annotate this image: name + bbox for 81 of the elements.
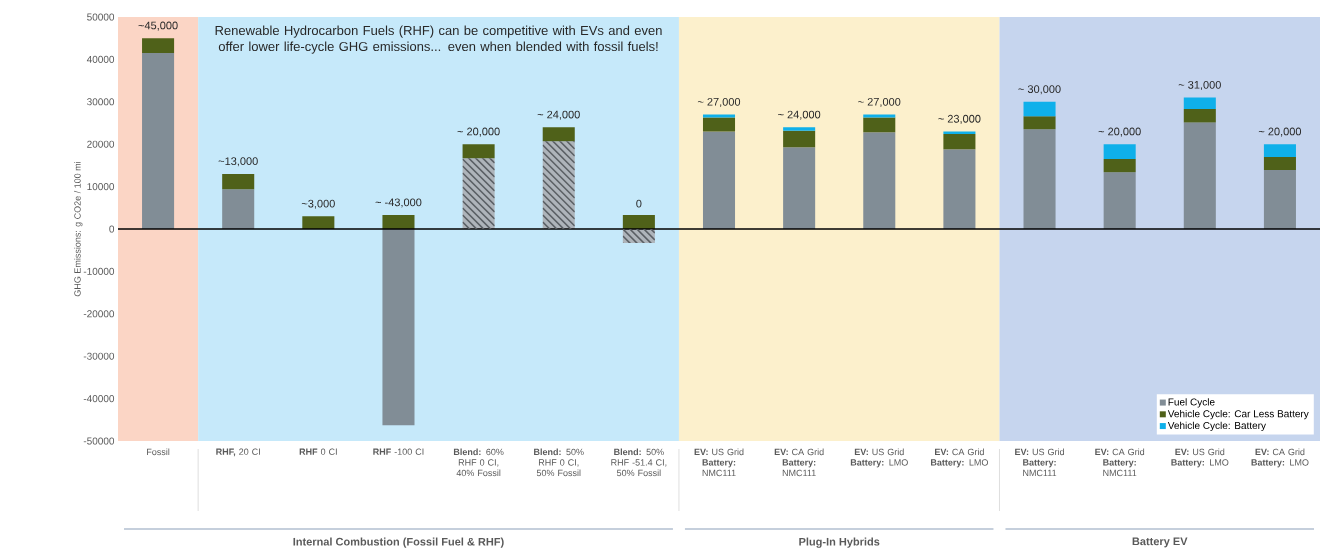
x-tick-label: Fossil [147,448,170,456]
y-tick-label: -30000 [83,352,115,360]
y-tick-label: 40000 [86,55,115,63]
bar [462,144,495,159]
y-tick-label: -50000 [83,437,115,445]
y-tick-label: 30000 [87,98,115,106]
y-axis-title: GHG Emissions: g CO2e / 100 mi [74,161,83,297]
total-label: ~ 24,000 [537,110,580,120]
x-tick-label: Blend: 50% RHF -51.4 CI, 50% Fossil [611,448,667,477]
bar [222,189,255,229]
bar [382,229,415,426]
bar [1263,170,1296,229]
x-tick-label: EV: US Grid Battery: LMO [1171,448,1229,468]
bar [1183,97,1216,110]
x-tick-label: EV: CA Grid Battery: LMO [1251,448,1309,468]
total-label: ~13,000 [218,157,258,167]
total-label: ~ 20,000 [1098,127,1141,137]
bar [943,131,976,135]
y-tick-label: 0 [109,225,115,233]
bar [943,149,976,229]
bar [142,38,175,54]
x-tick-label: RHF -100 CI [373,448,424,455]
total-label: ~ 20,000 [1258,127,1302,137]
bar [783,130,816,148]
bar [142,53,175,229]
bar [863,132,896,229]
bar [542,127,575,142]
bar [622,215,655,229]
x-tick-label: Blend: 50% RHF 0 CI, 50% Fossil [534,448,584,477]
bar [863,117,896,133]
bar [1023,129,1056,229]
annotation: Renewable Hydrocarbon Fuels (RHF) can be competitive with EVs and even offer lower life-cycle GHG emissions... even when blended with fossil fuels! [215,25,662,54]
x-tick-label: Blend: 60% RHF 0 CI, 40% Fossil [453,448,504,477]
bar [783,127,816,131]
total-label: ~3,000 [301,199,335,209]
legend-label: Vehicle Cycle: Car Less Battery [1167,409,1309,420]
bar [222,173,255,190]
y-tick-label: -40000 [83,395,115,403]
y-tick-label: 50000 [87,13,115,21]
bar [1103,159,1136,173]
x-tick-label: EV: CA Grid Battery: NMC111 [1095,448,1145,477]
total-label: ~ -43,000 [375,198,422,208]
text: Plug-In Hybrids [799,537,880,548]
bar [702,131,736,229]
x-tick-label: EV: US Grid Battery: LMO [850,448,908,468]
bar [1183,122,1216,229]
bar [1023,116,1056,130]
legend-label: Vehicle Cycle: Battery [1167,421,1266,432]
x-tick-label: RHF, 20 CI [216,448,260,457]
total-label: ~ 20,000 [457,127,500,137]
x-tick-label: EV: CA Grid Battery: LMO [931,448,988,468]
bar [702,117,736,132]
bar [1263,156,1296,171]
x-tick-label: EV: CA Grid Battery: NMC111 [774,448,824,477]
x-tick-label: EV: US Grid Battery: NMC111 [1015,448,1064,477]
bar [1183,109,1216,123]
total-label: ~ 24,000 [778,110,821,120]
x-tick-label: RHF 0 CI [299,448,337,455]
bar [783,147,816,229]
bar [1103,144,1136,160]
x-tick-label: EV: US Grid Battery: NMC111 [694,448,744,477]
legend-label: Fuel Cycle [1168,398,1215,408]
bar [1023,101,1056,117]
y-tick-label: -20000 [83,310,115,318]
total-label: ~ 27,000 [697,97,741,107]
bar [382,215,415,229]
total-label: ~ 30,000 [1018,85,1061,95]
bar [1263,144,1296,157]
bar [1103,172,1136,229]
text: Battery EV [1132,537,1188,548]
total-label: ~45,000 [138,21,178,31]
total-label: ~ 23,000 [938,114,981,124]
y-tick-label: 20000 [87,140,115,148]
total-label: 0 [636,199,642,208]
text: Internal Combustion (Fossil Fuel & RHF) [293,537,504,548]
total-label: ~ 27,000 [858,97,901,107]
y-tick-label: 10000 [87,183,115,191]
total-label: ~ 31,000 [1178,80,1221,91]
bar [943,134,976,150]
y-tick-label: -10000 [83,267,115,275]
bar [302,216,335,229]
